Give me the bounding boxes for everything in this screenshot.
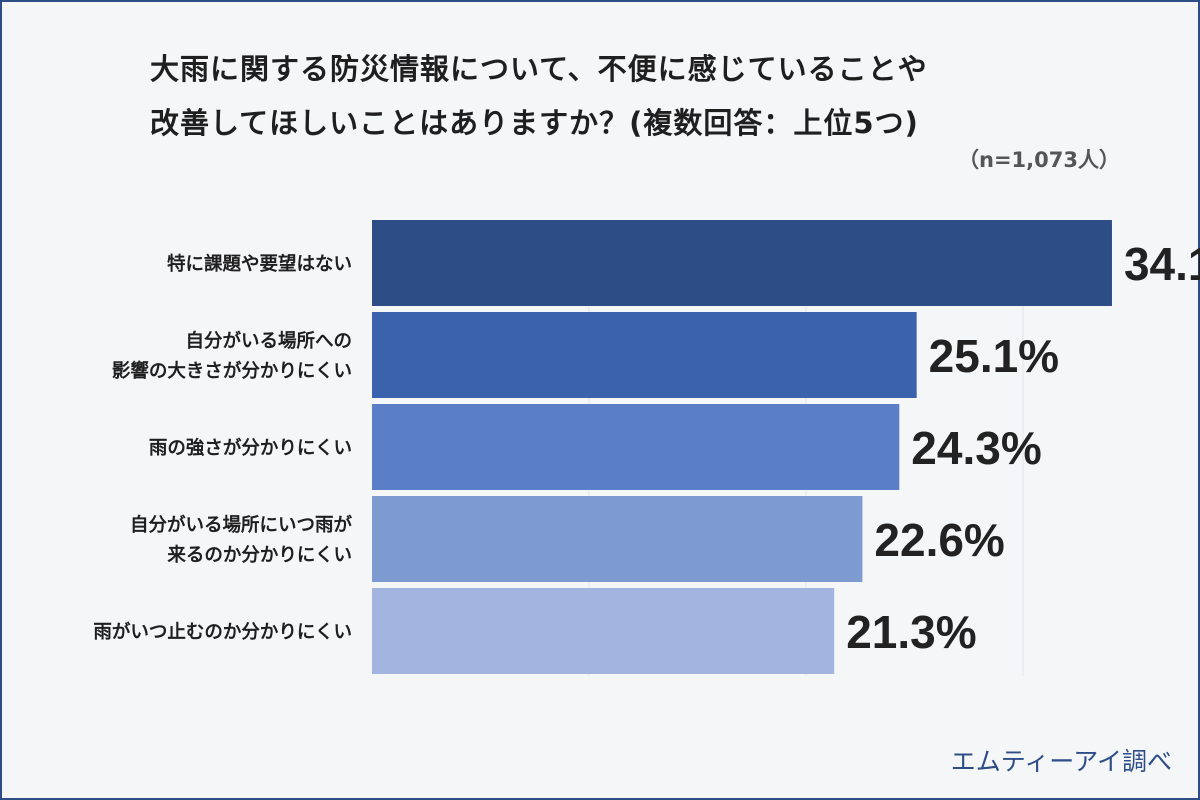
category-label-2-line-2: 影響の大きさが分かりにくい: [112, 360, 352, 382]
source-credit: エムティーアイ調べ: [950, 747, 1172, 776]
title-line-2: 改善してほしいことはありますか？(複数回答：上位5つ): [150, 106, 919, 140]
bar-2: [372, 312, 917, 398]
category-label-2-line-1: 自分がいる場所への: [185, 330, 352, 352]
title-line-1: 大雨に関する防災情報について、不便に感じていることや: [150, 52, 928, 86]
bar-4: [372, 496, 863, 582]
category-label-5: 雨がいつ止むのか分かりにくい: [93, 621, 352, 643]
category-label-4-line-2: 来るのか分かりにくい: [166, 545, 352, 566]
category-label-1: 特に課題や要望はない: [167, 253, 352, 275]
sample-size-note: （n=1,073人）: [958, 148, 1120, 172]
value-label-1: 34.1%: [1124, 238, 1200, 290]
category-label-4-line-1: 自分がいる場所にいつ雨が: [130, 514, 353, 536]
category-label-3: 雨の強さが分かりにくい: [149, 437, 352, 459]
value-label-5: 21.3%: [846, 606, 976, 658]
value-label-3: 24.3%: [911, 422, 1041, 474]
value-label-4: 22.6%: [874, 514, 1004, 566]
value-label-2: 25.1%: [929, 330, 1059, 382]
bar-5: [372, 588, 835, 674]
bar-3: [372, 404, 900, 490]
bar-1: [372, 220, 1112, 306]
chart-title: 大雨に関する防災情報について、不便に感じていることや 改善してほしいことはありま…: [150, 42, 1030, 150]
